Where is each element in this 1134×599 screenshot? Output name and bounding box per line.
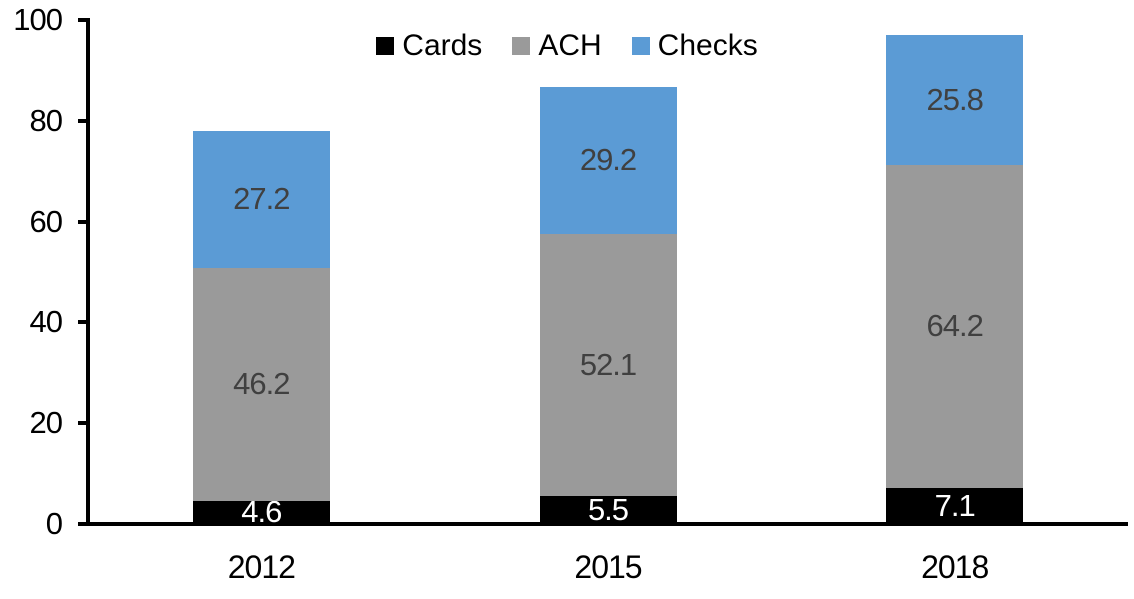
bar-segment-checks: 25.8	[886, 34, 1024, 165]
bar-segment-checks: 27.2	[192, 130, 330, 268]
y-axis-line	[86, 18, 90, 526]
bar-segment-cards: 7.1	[886, 488, 1024, 524]
y-axis-tick-label: 0	[45, 506, 63, 541]
bar-segment-cards: 4.6	[192, 495, 330, 529]
y-axis-tick-label: 40	[29, 304, 63, 340]
data-label-ach: 52.1	[579, 346, 637, 382]
data-label-checks: 27.2	[233, 181, 290, 217]
y-axis-tick-label: 100	[13, 2, 63, 37]
legend-item-ach: ACH	[512, 28, 602, 64]
x-axis-category-label: 2018	[921, 549, 989, 585]
x-axis-line	[86, 522, 1128, 526]
y-axis-tick	[78, 522, 90, 526]
bar-segment-ach: 52.1	[539, 233, 677, 497]
y-axis-tick-label: 80	[29, 102, 63, 138]
legend-label-cards: Cards	[402, 29, 483, 62]
data-label-ach: 46.2	[233, 366, 290, 402]
bar-segment-ach: 46.2	[192, 267, 330, 501]
data-label-cards: 5.5	[587, 492, 629, 528]
y-axis-tick	[78, 18, 90, 22]
y-axis-tick	[78, 118, 90, 123]
data-label-cards: 7.1	[934, 488, 976, 524]
y-axis-tick-label: 20	[29, 405, 63, 441]
legend-label-checks: Checks	[657, 29, 758, 62]
ach-legend-swatch	[512, 37, 531, 55]
legend-label-ach: ACH	[538, 29, 602, 62]
legend-item-cards: Cards	[376, 28, 482, 64]
data-label-checks: 29.2	[579, 142, 637, 178]
x-axis-category-label: 2015	[574, 549, 642, 585]
y-axis-tick-label: 60	[29, 203, 63, 239]
x-axis-category-label: 2012	[227, 549, 296, 585]
bar-segment-ach: 64.2	[886, 164, 1024, 489]
legend-item-checks: Checks	[631, 28, 758, 64]
data-label-ach: 64.2	[926, 308, 983, 344]
bar-segment-cards: 5.5	[539, 492, 677, 528]
cards-legend-swatch	[376, 37, 395, 55]
y-axis-tick	[78, 320, 90, 325]
y-axis-tick	[78, 219, 90, 224]
chart-legend: Cards ACH Checks	[0, 28, 1134, 64]
checks-legend-swatch	[631, 37, 650, 55]
data-label-checks: 25.8	[926, 81, 983, 117]
y-axis-tick	[78, 421, 90, 426]
bar-segment-checks: 29.2	[539, 86, 677, 234]
